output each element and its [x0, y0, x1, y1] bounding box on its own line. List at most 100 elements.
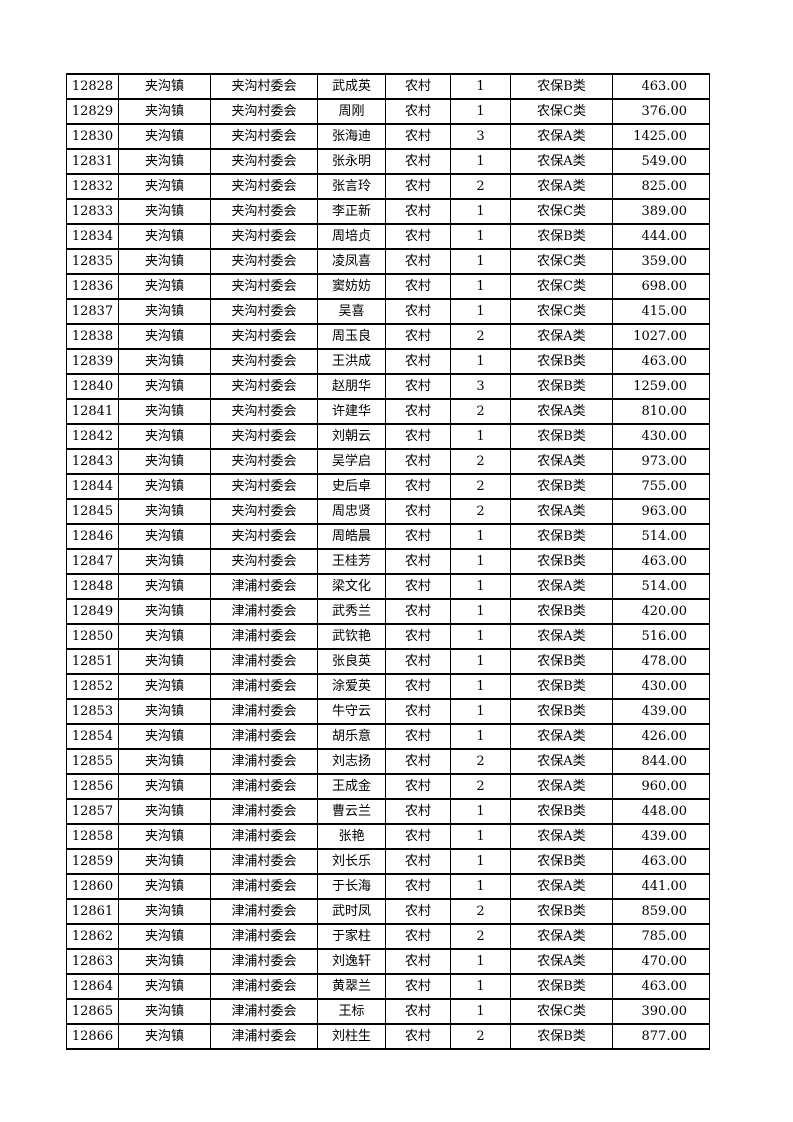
cell-insurance-category: 农保A类 [511, 575, 613, 600]
table-row: 12843 夹沟镇 夹沟村委会 吴学启 农村 2 农保A类 973.00 [67, 450, 710, 475]
cell-person-name: 于家柱 [318, 925, 386, 950]
cell-town: 夹沟镇 [119, 275, 211, 300]
cell-insurance-category: 农保A类 [511, 500, 613, 525]
table-row: 12865 夹沟镇 津浦村委会 王标 农村 1 农保C类 390.00 [67, 1000, 710, 1025]
cell-residence-type: 农村 [386, 875, 451, 900]
cell-serial-number: 12855 [67, 750, 119, 775]
cell-town: 夹沟镇 [119, 500, 211, 525]
table-body: 12828 夹沟镇 夹沟村委会 武成英 农村 1 农保B类 463.00 12829 夹沟镇 夹沟村… [67, 75, 710, 1050]
cell-insurance-category: 农保A类 [511, 950, 613, 975]
cell-serial-number: 12835 [67, 250, 119, 275]
cell-serial-number: 12839 [67, 350, 119, 375]
cell-amount: 448.00 [613, 800, 710, 825]
cell-town: 夹沟镇 [119, 700, 211, 725]
cell-town: 夹沟镇 [119, 900, 211, 925]
cell-serial-number: 12848 [67, 575, 119, 600]
cell-amount: 810.00 [613, 400, 710, 425]
cell-person-count: 1 [451, 625, 511, 650]
cell-person-count: 1 [451, 975, 511, 1000]
cell-town: 夹沟镇 [119, 475, 211, 500]
cell-serial-number: 12852 [67, 675, 119, 700]
cell-village-committee: 夹沟村委会 [211, 550, 318, 575]
table-row: 12864 夹沟镇 津浦村委会 黄翠兰 农村 1 农保B类 463.00 [67, 975, 710, 1000]
cell-insurance-category: 农保A类 [511, 725, 613, 750]
cell-amount: 463.00 [613, 850, 710, 875]
cell-town: 夹沟镇 [119, 750, 211, 775]
cell-person-name: 王成金 [318, 775, 386, 800]
cell-amount: 844.00 [613, 750, 710, 775]
cell-residence-type: 农村 [386, 900, 451, 925]
cell-person-name: 刘柱生 [318, 1025, 386, 1050]
cell-residence-type: 农村 [386, 575, 451, 600]
table-row: 12852 夹沟镇 津浦村委会 涂爱英 农村 1 农保B类 430.00 [67, 675, 710, 700]
cell-insurance-category: 农保A类 [511, 175, 613, 200]
cell-serial-number: 12846 [67, 525, 119, 550]
cell-serial-number: 12842 [67, 425, 119, 450]
cell-person-name: 黄翠兰 [318, 975, 386, 1000]
cell-residence-type: 农村 [386, 850, 451, 875]
table-row: 12835 夹沟镇 夹沟村委会 凌凤喜 农村 1 农保C类 359.00 [67, 250, 710, 275]
cell-amount: 463.00 [613, 350, 710, 375]
cell-residence-type: 农村 [386, 750, 451, 775]
cell-insurance-category: 农保B类 [511, 75, 613, 100]
table-row: 12841 夹沟镇 夹沟村委会 许建华 农村 2 农保A类 810.00 [67, 400, 710, 425]
cell-person-count: 2 [451, 1025, 511, 1050]
cell-amount: 470.00 [613, 950, 710, 975]
cell-town: 夹沟镇 [119, 975, 211, 1000]
cell-town: 夹沟镇 [119, 825, 211, 850]
table-row: 12858 夹沟镇 津浦村委会 张艳 农村 1 农保A类 439.00 [67, 825, 710, 850]
cell-town: 夹沟镇 [119, 650, 211, 675]
cell-amount: 478.00 [613, 650, 710, 675]
cell-person-name: 胡乐意 [318, 725, 386, 750]
cell-residence-type: 农村 [386, 700, 451, 725]
cell-person-name: 张海迪 [318, 125, 386, 150]
cell-insurance-category: 农保B类 [511, 425, 613, 450]
cell-serial-number: 12829 [67, 100, 119, 125]
table-row: 12840 夹沟镇 夹沟村委会 赵朋华 农村 3 农保B类 1259.00 [67, 375, 710, 400]
cell-village-committee: 津浦村委会 [211, 1025, 318, 1050]
cell-village-committee: 夹沟村委会 [211, 200, 318, 225]
cell-village-committee: 津浦村委会 [211, 700, 318, 725]
cell-person-count: 1 [451, 225, 511, 250]
table-row: 12863 夹沟镇 津浦村委会 刘逸轩 农村 1 农保A类 470.00 [67, 950, 710, 975]
cell-serial-number: 12838 [67, 325, 119, 350]
table-row: 12834 夹沟镇 夹沟村委会 周培贞 农村 1 农保B类 444.00 [67, 225, 710, 250]
table-row: 12833 夹沟镇 夹沟村委会 李正新 农村 1 农保C类 389.00 [67, 200, 710, 225]
cell-person-name: 梁文化 [318, 575, 386, 600]
cell-town: 夹沟镇 [119, 250, 211, 275]
table-row: 12866 夹沟镇 津浦村委会 刘柱生 农村 2 农保B类 877.00 [67, 1025, 710, 1050]
cell-residence-type: 农村 [386, 725, 451, 750]
cell-insurance-category: 农保C类 [511, 250, 613, 275]
cell-village-committee: 津浦村委会 [211, 775, 318, 800]
cell-person-name: 许建华 [318, 400, 386, 425]
cell-person-name: 张言玲 [318, 175, 386, 200]
cell-person-name: 于长海 [318, 875, 386, 900]
cell-person-name: 窦妨妨 [318, 275, 386, 300]
cell-person-count: 1 [451, 425, 511, 450]
cell-person-count: 1 [451, 300, 511, 325]
table-row: 12850 夹沟镇 津浦村委会 武钦艳 农村 1 农保A类 516.00 [67, 625, 710, 650]
table-row: 12828 夹沟镇 夹沟村委会 武成英 农村 1 农保B类 463.00 [67, 75, 710, 100]
cell-amount: 439.00 [613, 825, 710, 850]
cell-residence-type: 农村 [386, 625, 451, 650]
cell-insurance-category: 农保B类 [511, 375, 613, 400]
cell-town: 夹沟镇 [119, 600, 211, 625]
cell-town: 夹沟镇 [119, 925, 211, 950]
cell-serial-number: 12849 [67, 600, 119, 625]
cell-residence-type: 农村 [386, 400, 451, 425]
cell-amount: 444.00 [613, 225, 710, 250]
cell-residence-type: 农村 [386, 775, 451, 800]
cell-person-count: 1 [451, 850, 511, 875]
cell-person-name: 刘朝云 [318, 425, 386, 450]
cell-town: 夹沟镇 [119, 450, 211, 475]
cell-village-committee: 夹沟村委会 [211, 325, 318, 350]
cell-serial-number: 12857 [67, 800, 119, 825]
cell-serial-number: 12847 [67, 550, 119, 575]
cell-person-count: 1 [451, 550, 511, 575]
cell-person-name: 刘志扬 [318, 750, 386, 775]
cell-village-committee: 夹沟村委会 [211, 500, 318, 525]
cell-person-count: 2 [451, 500, 511, 525]
cell-amount: 1425.00 [613, 125, 710, 150]
cell-serial-number: 12832 [67, 175, 119, 200]
table-row: 12855 夹沟镇 津浦村委会 刘志扬 农村 2 农保A类 844.00 [67, 750, 710, 775]
